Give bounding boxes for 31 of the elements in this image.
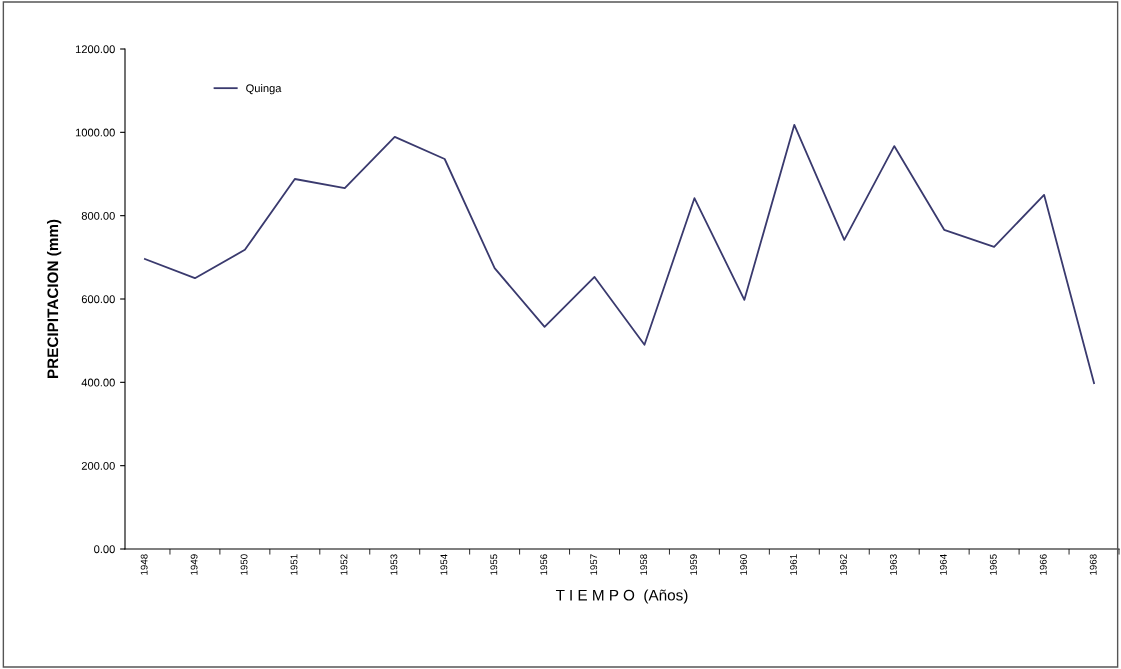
y-tick-label: 400.00: [81, 378, 115, 387]
x-tick-label: 1961: [790, 554, 797, 575]
x-tick-label: 1959: [690, 554, 698, 575]
x-tick-label: 1966: [1039, 554, 1047, 575]
y-tick-label: 0.00: [94, 545, 115, 554]
y-tick-label: 1200.00: [75, 45, 115, 54]
x-tick-label: 1949: [190, 554, 198, 575]
x-tick-label: 1951: [290, 554, 298, 575]
x-tick-label: 1953: [390, 554, 398, 575]
x-tick-label: 1954: [440, 554, 448, 575]
x-tick-label: 1948: [140, 554, 148, 575]
y-tick-label: 600.00: [81, 295, 115, 304]
x-tick-label: 1957: [590, 554, 598, 575]
legend-label: Quinga: [246, 84, 282, 95]
x-tick-label: 1950: [240, 554, 248, 575]
x-tick-label: 1955: [490, 554, 498, 575]
x-tick-label: 1962: [840, 554, 847, 575]
x-tick-label: 1963: [889, 554, 897, 575]
x-tick-label: 1958: [640, 554, 648, 575]
x-tick-label: 1968: [1089, 554, 1097, 575]
x-tick-label: 1965: [989, 554, 997, 575]
x-axis-title: T I E M P O (Años): [555, 589, 688, 604]
y-tick-label: 800.00: [81, 211, 115, 220]
y-axis-title: PRECIPITACION (mm): [46, 219, 62, 379]
line-series: [144, 123, 1095, 385]
x-tick-label: 1964: [939, 554, 947, 575]
x-tick-label: 1956: [540, 554, 548, 575]
x-tick-label: 1952: [340, 554, 348, 575]
y-tick-label: 1000.00: [75, 128, 115, 137]
x-tick-label: 1960: [740, 554, 747, 575]
y-tick-label: 200.00: [81, 461, 115, 470]
